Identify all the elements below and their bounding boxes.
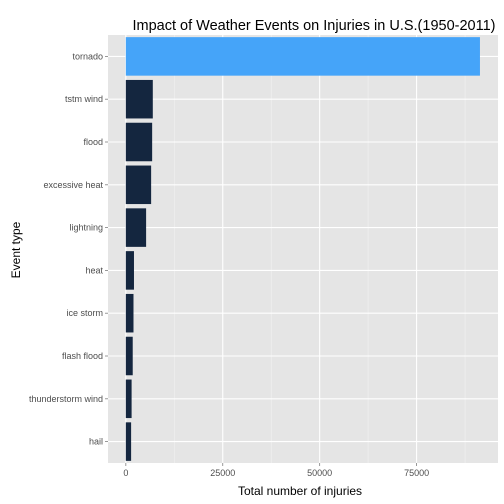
bars [125,37,480,461]
x-tick-labels: 0 25000 50000 75000 [123,463,429,478]
x-tick-label: 75000 [404,468,429,478]
y-tick-label: tstm wind [65,94,103,104]
bar-tornado [125,37,480,76]
y-tick-label: excessive heat [43,180,103,190]
y-tick-label: hail [89,437,103,447]
bar-lightning [125,208,147,247]
y-tick-label: tornado [72,51,103,61]
y-tick-label: ice storm [66,308,103,318]
y-axis-title: Event type [9,221,23,278]
x-tick-label: 50000 [307,468,332,478]
plot-panel [108,35,498,463]
bar-flash-flood [125,336,133,376]
x-axis-title: Total number of injuries [238,484,362,498]
bar-excessive-heat [125,165,152,205]
y-tick-label: flash flood [62,351,103,361]
y-tick-label: thunderstorm wind [29,394,103,404]
bar-tstm-wind [125,79,153,119]
y-tick-label: lightning [69,223,103,233]
bar-ice-storm [125,293,134,333]
bar-heat [125,251,134,290]
x-tick-label: 25000 [210,468,235,478]
x-tick-label: 0 [123,468,128,478]
y-tick-labels: tornado tstm wind flood excessive heat light… [29,51,108,447]
bar-thunderstorm-wind [125,379,132,419]
y-tick-label: heat [85,265,103,275]
chart-title: Impact of Weather Events on Injuries in … [133,18,496,34]
bar-flood [125,122,153,162]
y-tick-label: flood [83,137,103,147]
bar-hail [125,422,132,461]
